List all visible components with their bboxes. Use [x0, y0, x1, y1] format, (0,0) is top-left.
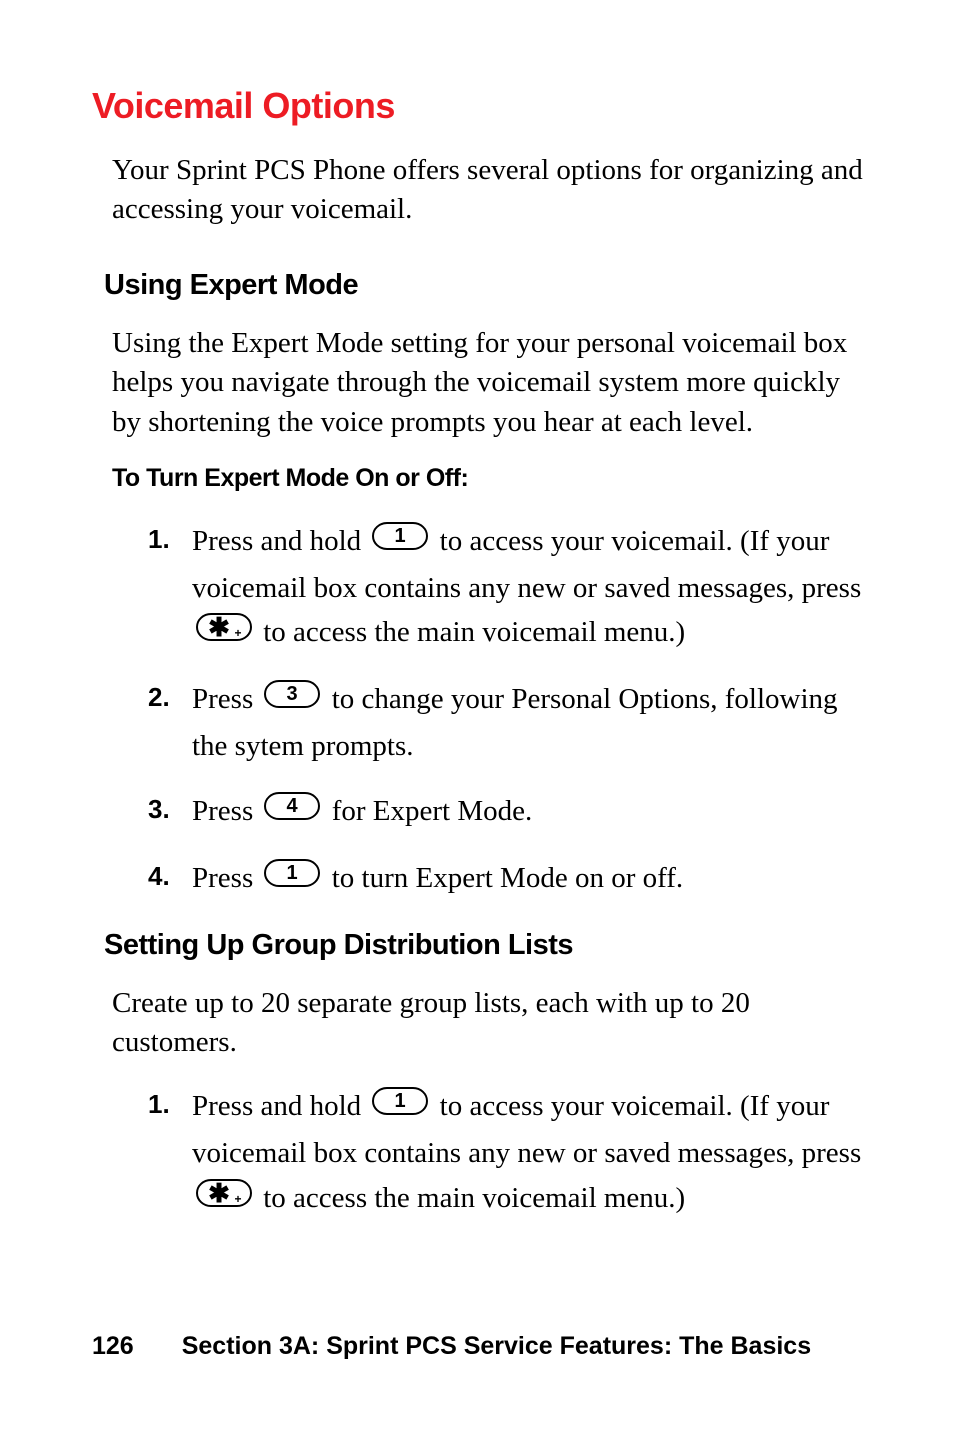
step-number: 4. [148, 856, 170, 896]
step-text: Press and hold [192, 1090, 368, 1122]
svg-text:✱: ✱ [208, 613, 230, 641]
step-number: 3. [148, 789, 170, 829]
svg-text:1: 1 [395, 525, 406, 547]
page-number: 126 [92, 1332, 134, 1360]
svg-text:1: 1 [287, 862, 298, 884]
key-1-icon: 1 [264, 856, 320, 901]
section-subheading-expert: To Turn Expert Mode On or Off: [112, 464, 864, 493]
page-footer: 126 Section 3A: Sprint PCS Service Featur… [92, 1332, 811, 1361]
svg-text:+: + [234, 1192, 241, 1206]
key-star-icon: ✱ + [196, 610, 252, 655]
key-star-icon: ✱ + [196, 1176, 252, 1221]
section-heading-groups: Setting Up Group Distribution Lists [104, 929, 864, 962]
step-text: Press and hold [192, 525, 368, 557]
section-heading-expert: Using Expert Mode [104, 269, 864, 302]
list-item: 2. Press 3 to change your Personal Optio… [148, 677, 864, 769]
svg-text:✱: ✱ [208, 1179, 230, 1207]
step-text: to access the main voicemail menu.) [256, 1182, 685, 1214]
svg-text:4: 4 [287, 795, 299, 817]
step-number: 1. [148, 519, 170, 559]
footer-section: Section 3A: Sprint PCS Service Features:… [182, 1332, 811, 1360]
intro-text: Your Sprint PCS Phone offers several opt… [112, 151, 864, 229]
step-text: Press [192, 683, 260, 715]
step-text: Press [192, 795, 260, 827]
step-text: to access the main voicemail menu.) [256, 616, 685, 648]
step-text: Press [192, 862, 260, 894]
step-text: for Expert Mode. [324, 795, 532, 827]
step-number: 1. [148, 1084, 170, 1124]
step-text: to turn Expert Mode on or off. [324, 862, 683, 894]
steps-expert: 1. Press and hold 1 to access your voice… [92, 519, 864, 903]
page-title: Voicemail Options [92, 85, 864, 127]
section-body-expert: Using the Expert Mode setting for your p… [112, 324, 864, 441]
svg-text:3: 3 [287, 683, 298, 705]
section-body-groups: Create up to 20 separate group lists, ea… [112, 984, 864, 1062]
steps-groups: 1. Press and hold 1 to access your voice… [92, 1084, 864, 1223]
step-number: 2. [148, 677, 170, 717]
list-item: 1. Press and hold 1 to access your voice… [148, 1084, 864, 1223]
svg-text:+: + [234, 626, 241, 640]
svg-text:1: 1 [395, 1090, 406, 1112]
key-1-icon: 1 [372, 1084, 428, 1129]
key-1-icon: 1 [372, 519, 428, 564]
key-4-icon: 4 [264, 789, 320, 834]
list-item: 4. Press 1 to turn Expert Mode on or off… [148, 856, 864, 903]
list-item: 3. Press 4 for Expert Mode. [148, 789, 864, 836]
key-3-icon: 3 [264, 677, 320, 722]
list-item: 1. Press and hold 1 to access your voice… [148, 519, 864, 658]
